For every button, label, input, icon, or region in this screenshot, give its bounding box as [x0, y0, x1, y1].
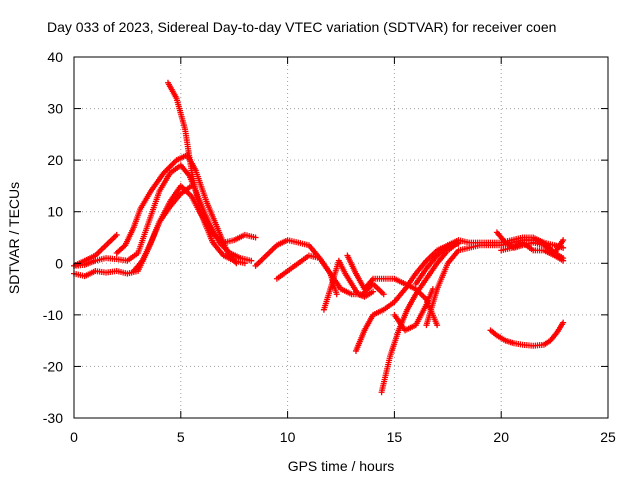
y-tick-label: 20: [47, 152, 63, 168]
data-point: [370, 288, 377, 295]
chart-title: Day 033 of 2023, Sidereal Day-to-day VTE…: [47, 19, 556, 35]
series-track-5: [113, 151, 240, 267]
y-axis-label: SDTVAR / TECUs: [6, 182, 22, 294]
series-track-9: [320, 257, 377, 313]
series-track-6: [130, 182, 195, 275]
series-track-18: [487, 319, 567, 349]
data-point: [113, 231, 120, 238]
series-track-13: [391, 286, 436, 334]
x-tick-label: 5: [177, 429, 185, 445]
y-tick-label: -30: [43, 410, 63, 426]
axis-ticks: 0 5 10 15 20 25 -30 -20 -10 0 10 20 30 40: [43, 49, 616, 445]
data-point: [233, 260, 240, 267]
y-tick-label: -10: [43, 307, 63, 323]
x-tick-label: 10: [280, 429, 296, 445]
data-point: [380, 291, 387, 298]
data-point: [252, 234, 259, 241]
series-track-15: [412, 234, 567, 287]
x-tick-label: 25: [600, 429, 616, 445]
y-tick-label: 40: [47, 49, 63, 65]
data-point: [170, 160, 177, 167]
data-point: [560, 319, 567, 326]
data-point: [333, 291, 340, 298]
data-point: [434, 322, 441, 329]
x-tick-label: 0: [70, 429, 78, 445]
data-point: [188, 182, 195, 189]
series-track-17: [498, 239, 567, 264]
x-tick-label: 20: [493, 429, 509, 445]
series-track-11: [352, 240, 462, 354]
series-track-16: [493, 229, 567, 256]
data-point: [560, 257, 567, 264]
y-tick-label: 10: [47, 204, 63, 220]
data-point: [560, 244, 567, 251]
data-point: [167, 162, 174, 169]
y-tick-label: 30: [47, 101, 63, 117]
data-point: [241, 260, 248, 267]
y-tick-label: 0: [55, 255, 63, 271]
x-tick-label: 15: [387, 429, 403, 445]
data-point: [248, 257, 255, 264]
data-points: [71, 79, 567, 396]
y-tick-label: -20: [43, 358, 63, 374]
data-point: [560, 237, 567, 244]
plot-frame: [73, 56, 609, 419]
series-track-12: [378, 239, 462, 396]
data-point: [169, 161, 176, 168]
x-axis-label: GPS time / hours: [288, 458, 395, 474]
series-track-8: [273, 252, 387, 298]
